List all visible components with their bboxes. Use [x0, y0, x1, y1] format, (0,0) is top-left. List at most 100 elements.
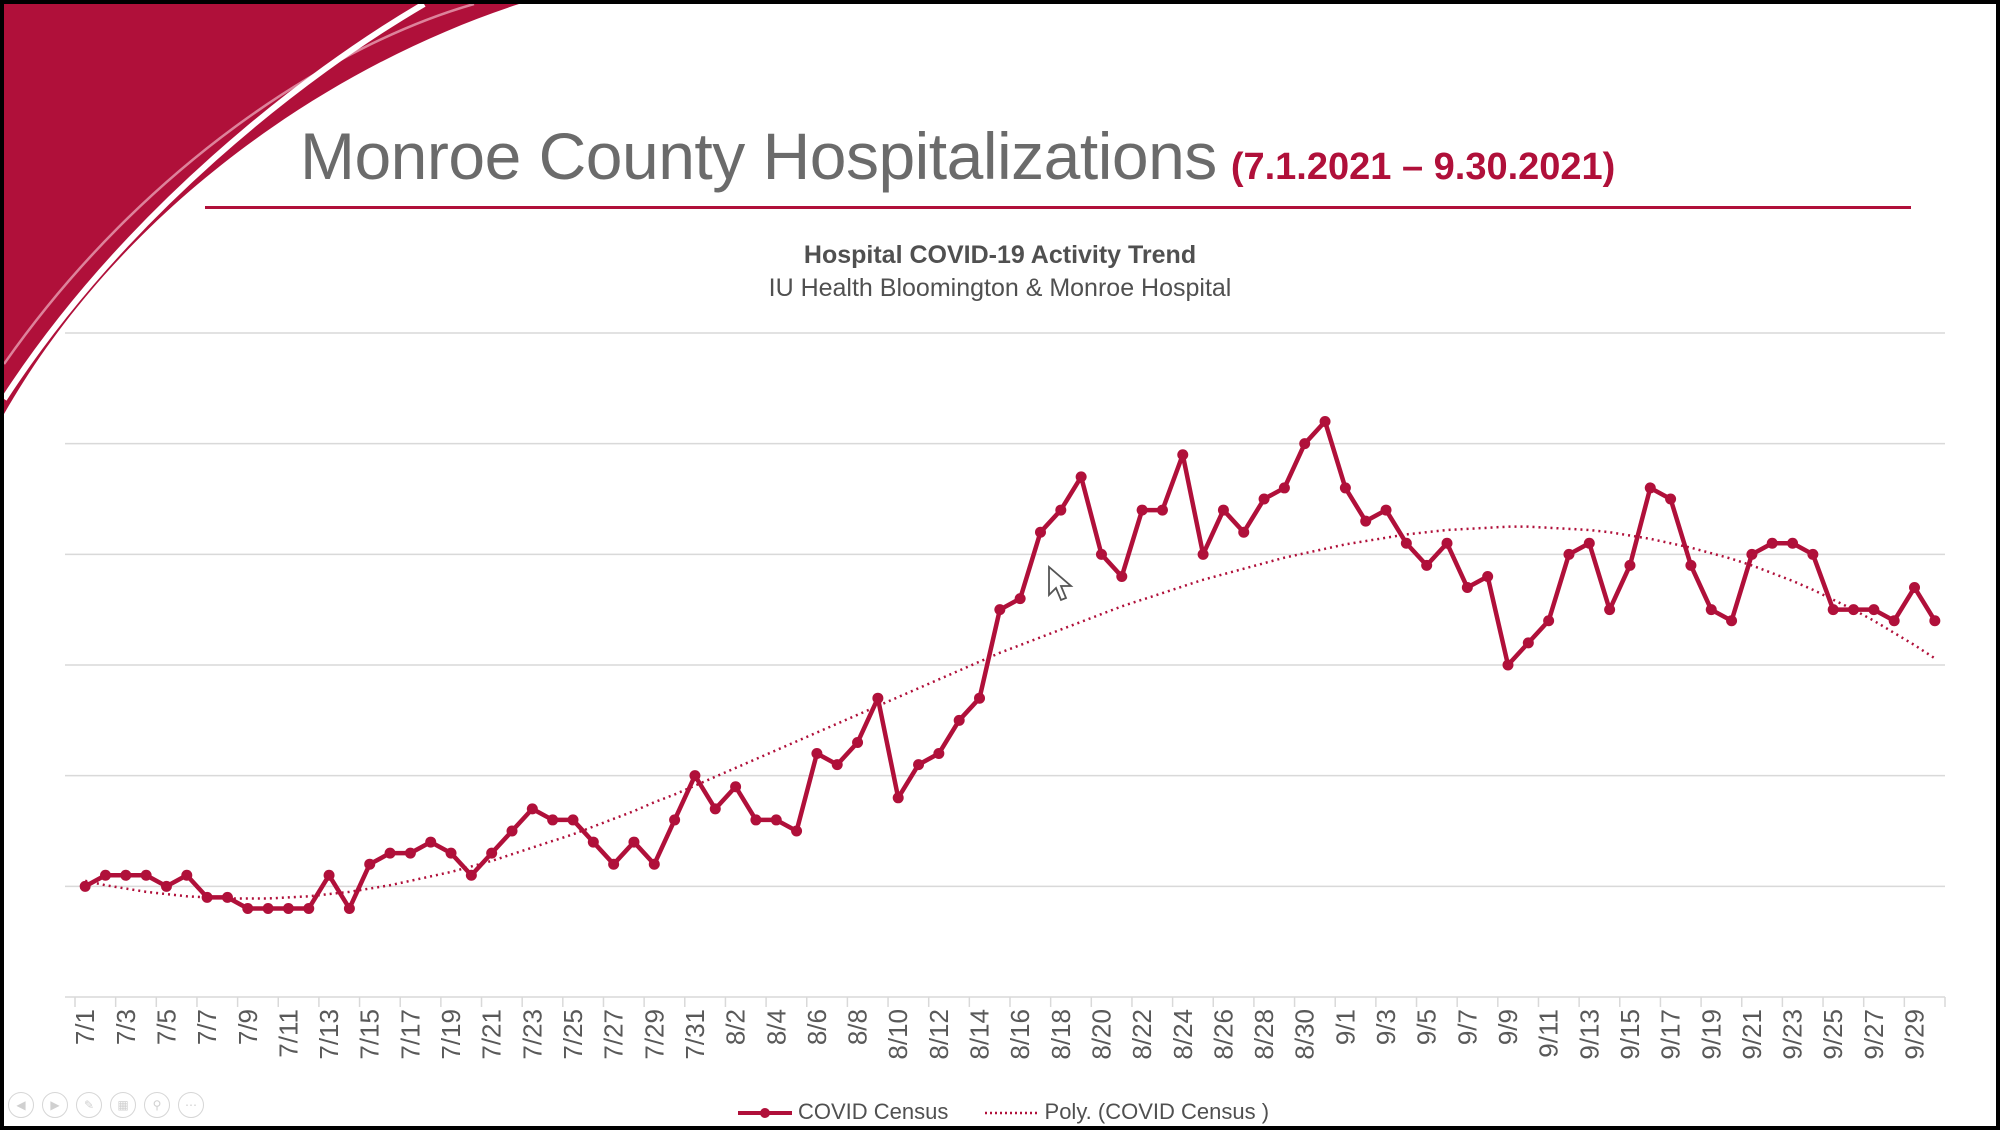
- census-point: [831, 759, 843, 771]
- census-point: [1217, 504, 1229, 516]
- census-point: [1095, 548, 1107, 560]
- census-point: [1319, 416, 1331, 428]
- census-point: [892, 792, 904, 804]
- census-point: [1726, 615, 1738, 627]
- x-tick-label: 9/17: [1656, 1009, 1686, 1060]
- census-point: [465, 869, 477, 881]
- census-point: [1441, 537, 1453, 549]
- legend-dotted-line-icon: [984, 1112, 1039, 1115]
- x-tick-label: 7/5: [151, 1009, 181, 1045]
- x-tick-label: 9/19: [1696, 1009, 1726, 1060]
- x-tick-label: 9/11: [1534, 1009, 1564, 1058]
- x-tick-label: 9/3: [1371, 1009, 1401, 1045]
- x-tick-label: 9/15: [1615, 1009, 1645, 1060]
- title-underline: [205, 206, 1911, 209]
- x-tick-label: 9/25: [1818, 1009, 1848, 1060]
- census-point: [282, 902, 294, 914]
- x-tick-label: 9/29: [1900, 1009, 1930, 1060]
- x-tick-label: 8/6: [802, 1009, 832, 1045]
- census-point: [811, 748, 823, 760]
- x-tick-label: 9/1: [1330, 1009, 1360, 1045]
- x-tick-label: 9/13: [1574, 1009, 1604, 1060]
- census-point: [1339, 482, 1351, 494]
- x-axis: [65, 996, 1946, 1007]
- census-point: [953, 714, 965, 726]
- x-tick-label: 7/21: [477, 1009, 507, 1060]
- census-point: [770, 814, 782, 826]
- census-point: [262, 902, 274, 914]
- census-point: [1624, 559, 1636, 571]
- census-point: [1136, 504, 1148, 516]
- previous-slide-icon[interactable]: ◀: [8, 1092, 34, 1118]
- census-point: [1665, 493, 1677, 505]
- x-tick-label: 7/11: [273, 1009, 303, 1058]
- trendline-series: [84, 525, 1936, 900]
- decorative-swoosh: [4, 4, 519, 414]
- census-point: [1055, 504, 1067, 516]
- x-tick-label: 8/16: [1005, 1009, 1035, 1060]
- census-point: [1766, 537, 1778, 549]
- census-point: [750, 814, 762, 826]
- census-point: [547, 814, 559, 826]
- census-point: [567, 814, 579, 826]
- chart-subtitle: IU Health Bloomington & Monroe Hospital: [768, 274, 1232, 302]
- census-point: [1827, 604, 1839, 616]
- census-point: [1380, 504, 1392, 516]
- x-tick-label: 8/30: [1290, 1009, 1320, 1060]
- census-point: [506, 825, 518, 837]
- census-point: [689, 770, 701, 782]
- census-point: [1177, 449, 1189, 461]
- census-point: [872, 692, 884, 704]
- x-tick-label: 8/12: [924, 1009, 954, 1060]
- census-point: [628, 836, 640, 848]
- slides-grid-icon[interactable]: ▦: [110, 1092, 136, 1118]
- pen-icon[interactable]: ✎: [76, 1092, 102, 1118]
- census-point: [1888, 615, 1900, 627]
- x-axis-tick-labels: 7/1 7/3 7/5 7/7 7/9 7/11 7/13 7/15 7/17 7/19 7/21 7…: [70, 1009, 1929, 1060]
- slide-date-range: (7.1.2021 – 9.30.2021): [1230, 146, 1616, 188]
- census-point: [1258, 493, 1270, 505]
- x-tick-label: 8/22: [1127, 1009, 1157, 1060]
- census-point: [730, 781, 742, 793]
- census-point: [587, 836, 599, 848]
- x-tick-label: 7/1: [70, 1009, 100, 1045]
- x-tick-label: 7/13: [314, 1009, 344, 1060]
- x-tick-label: 8/14: [965, 1009, 995, 1060]
- census-point: [1868, 604, 1880, 616]
- legend-entry-census: COVID Census: [736, 1099, 948, 1125]
- x-tick-label: 7/27: [599, 1009, 629, 1060]
- x-tick-label: 7/17: [395, 1009, 425, 1060]
- more-options-icon[interactable]: ⋯: [178, 1092, 204, 1118]
- census-point: [1644, 482, 1656, 494]
- census-point: [343, 902, 355, 914]
- census-point: [242, 902, 254, 914]
- census-point: [913, 759, 925, 771]
- census-point: [709, 803, 721, 815]
- slide-player-controls: ◀ ▶ ✎ ▦ ⚲ ⋯: [8, 1092, 212, 1118]
- census-point: [933, 748, 945, 760]
- x-tick-label: 8/26: [1208, 1009, 1238, 1060]
- x-tick-label: 7/31: [680, 1009, 710, 1060]
- census-point: [99, 869, 111, 881]
- census-point: [1482, 570, 1494, 582]
- census-point: [79, 880, 91, 892]
- zoom-icon[interactable]: ⚲: [144, 1092, 170, 1118]
- census-point: [1461, 582, 1473, 594]
- legend-label-poly: Poly. (COVID Census ): [1044, 1099, 1270, 1125]
- census-point: [1034, 526, 1046, 538]
- x-tick-label: 9/23: [1778, 1009, 1808, 1060]
- census-point: [1929, 615, 1941, 627]
- x-tick-label: 8/18: [1046, 1009, 1076, 1060]
- census-point: [1807, 548, 1819, 560]
- x-tick-label: 7/15: [355, 1009, 385, 1060]
- census-point: [1116, 570, 1128, 582]
- x-tick-label: 7/25: [558, 1009, 588, 1060]
- x-tick-label: 9/9: [1493, 1009, 1523, 1045]
- census-point: [1197, 548, 1209, 560]
- census-point: [669, 814, 681, 826]
- census-point: [384, 847, 396, 859]
- census-point: [648, 858, 660, 870]
- census-point: [1563, 548, 1575, 560]
- next-slide-icon[interactable]: ▶: [42, 1092, 68, 1118]
